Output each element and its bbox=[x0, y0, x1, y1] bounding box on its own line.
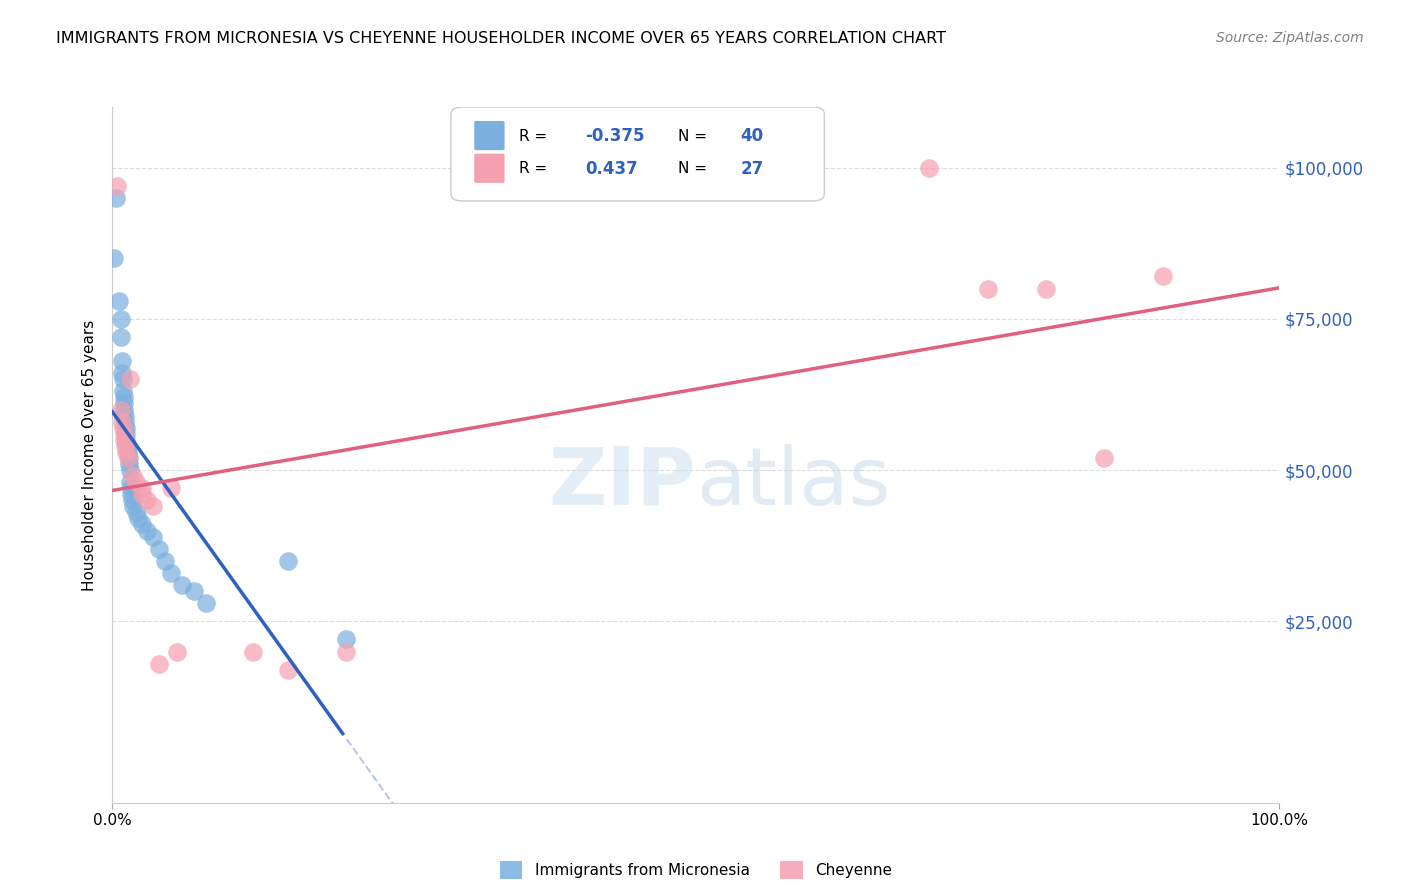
Point bbox=[115, 433, 138, 447]
Legend: Immigrants from Micronesia, Cheyenne: Immigrants from Micronesia, Cheyenne bbox=[494, 855, 898, 886]
Point bbox=[112, 391, 135, 405]
Point bbox=[976, 281, 998, 295]
Point bbox=[117, 439, 139, 453]
Point bbox=[335, 644, 357, 658]
Text: N =: N = bbox=[679, 128, 713, 144]
Point bbox=[108, 293, 131, 308]
Point bbox=[112, 433, 135, 447]
Point bbox=[160, 566, 183, 580]
Point bbox=[115, 445, 138, 459]
Point bbox=[114, 415, 136, 429]
Point bbox=[131, 481, 153, 495]
Point bbox=[105, 178, 128, 193]
Point bbox=[104, 191, 127, 205]
Point bbox=[125, 475, 148, 490]
Point bbox=[127, 511, 149, 525]
Point bbox=[115, 426, 138, 441]
Point bbox=[111, 354, 134, 368]
Point bbox=[112, 402, 135, 417]
FancyBboxPatch shape bbox=[451, 107, 824, 201]
Text: 27: 27 bbox=[741, 160, 763, 178]
Text: R =: R = bbox=[519, 161, 551, 177]
Point bbox=[136, 524, 159, 538]
Point bbox=[242, 644, 264, 658]
Text: -0.375: -0.375 bbox=[585, 128, 644, 145]
FancyBboxPatch shape bbox=[474, 153, 505, 183]
Y-axis label: Householder Income Over 65 years: Householder Income Over 65 years bbox=[82, 319, 97, 591]
Text: 40: 40 bbox=[741, 128, 763, 145]
Point bbox=[131, 487, 153, 501]
Point bbox=[118, 457, 141, 471]
Point bbox=[111, 372, 134, 386]
Point bbox=[194, 596, 217, 610]
Point bbox=[183, 584, 205, 599]
Point bbox=[1152, 269, 1174, 284]
Point bbox=[110, 330, 132, 344]
Point bbox=[114, 409, 136, 423]
Point bbox=[112, 396, 135, 410]
Point bbox=[118, 450, 141, 465]
Point bbox=[125, 505, 148, 519]
Point bbox=[111, 415, 134, 429]
Point bbox=[103, 252, 125, 266]
Point bbox=[136, 493, 159, 508]
Point bbox=[122, 469, 145, 483]
Point bbox=[1092, 450, 1115, 465]
Point bbox=[122, 500, 145, 514]
Point bbox=[117, 445, 139, 459]
Text: 0.437: 0.437 bbox=[585, 160, 638, 178]
Point bbox=[121, 493, 143, 508]
Point bbox=[142, 500, 165, 514]
Point bbox=[148, 657, 170, 671]
Point bbox=[172, 578, 194, 592]
Point bbox=[148, 541, 170, 556]
Point bbox=[335, 632, 357, 647]
Point bbox=[118, 372, 141, 386]
Point bbox=[153, 554, 176, 568]
Point bbox=[120, 481, 142, 495]
Point bbox=[111, 366, 134, 380]
Text: IMMIGRANTS FROM MICRONESIA VS CHEYENNE HOUSEHOLDER INCOME OVER 65 YEARS CORRELAT: IMMIGRANTS FROM MICRONESIA VS CHEYENNE H… bbox=[56, 31, 946, 46]
Text: ZIP: ZIP bbox=[548, 443, 696, 522]
Point bbox=[110, 311, 132, 326]
Point bbox=[166, 644, 188, 658]
Point bbox=[117, 450, 139, 465]
Point bbox=[118, 475, 141, 490]
Point bbox=[110, 402, 132, 417]
Point bbox=[120, 487, 142, 501]
Point bbox=[276, 554, 298, 568]
Point bbox=[918, 161, 941, 175]
Point bbox=[111, 384, 134, 399]
Point bbox=[142, 530, 165, 544]
Text: Source: ZipAtlas.com: Source: ZipAtlas.com bbox=[1216, 31, 1364, 45]
Point bbox=[114, 439, 136, 453]
FancyBboxPatch shape bbox=[474, 121, 505, 150]
Point bbox=[115, 420, 138, 434]
Point bbox=[1035, 281, 1057, 295]
Point bbox=[160, 481, 183, 495]
Text: atlas: atlas bbox=[696, 443, 890, 522]
Point bbox=[112, 426, 135, 441]
Point bbox=[131, 517, 153, 532]
Point bbox=[276, 663, 298, 677]
Point bbox=[111, 420, 134, 434]
Text: N =: N = bbox=[679, 161, 713, 177]
Text: R =: R = bbox=[519, 128, 551, 144]
Point bbox=[118, 463, 141, 477]
